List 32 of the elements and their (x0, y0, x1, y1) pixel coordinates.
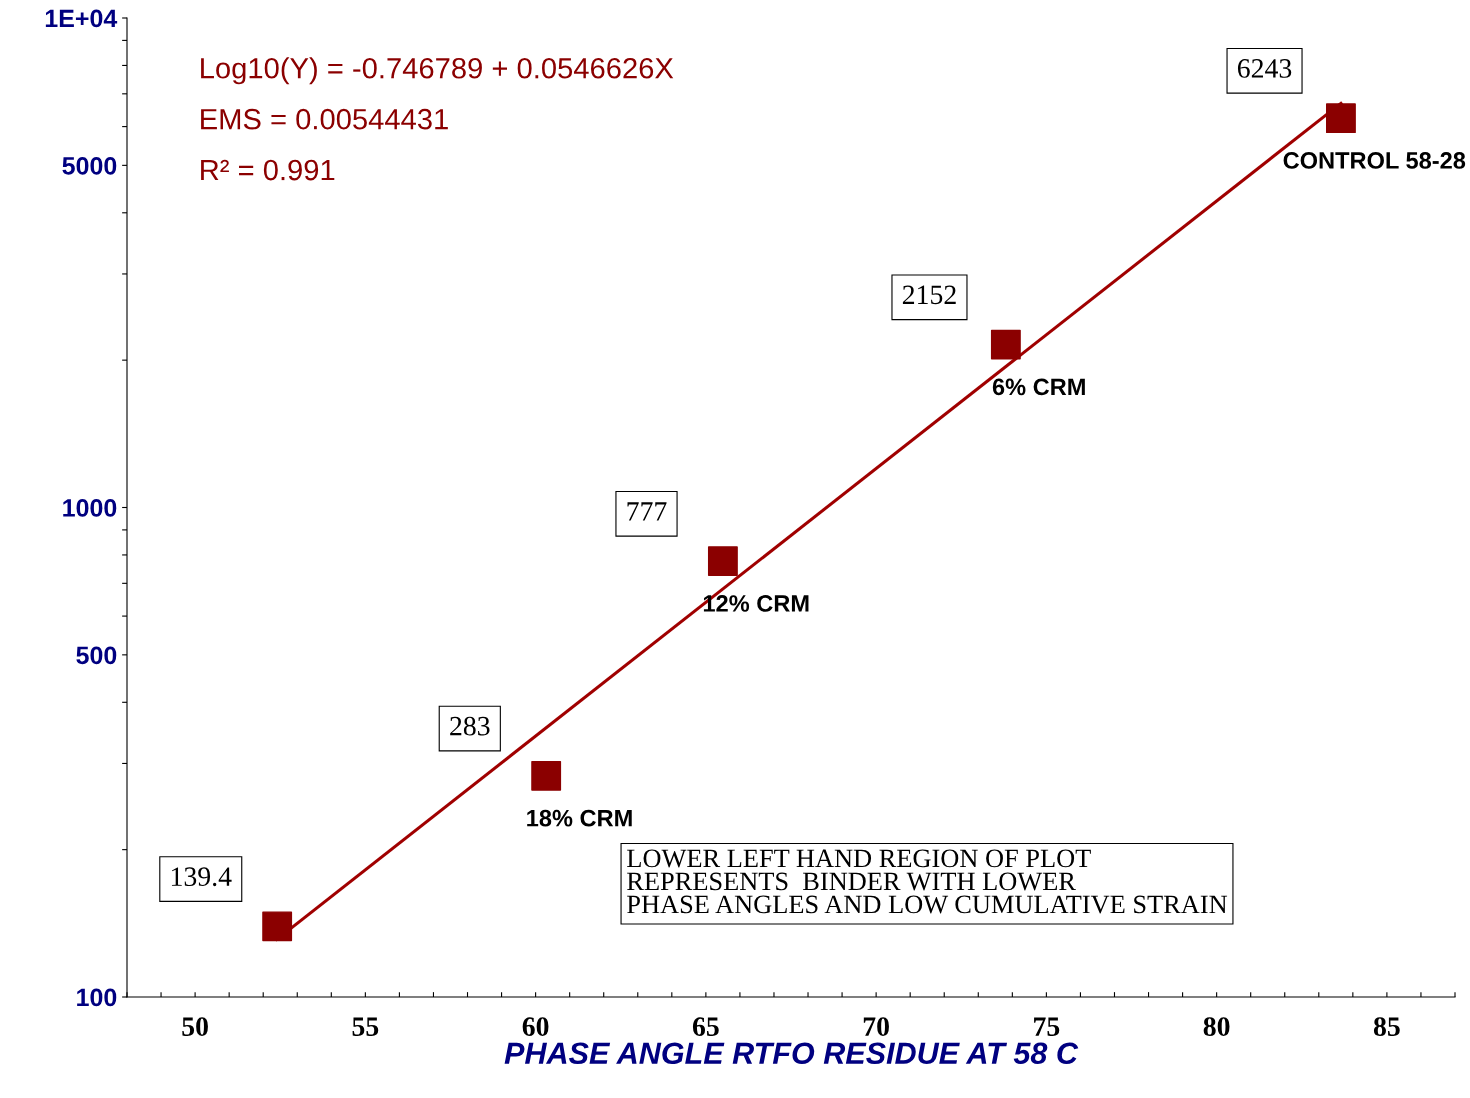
x-tick-label: 55 (352, 1017, 379, 1036)
annotation: LOWER LEFT HAND REGION OF PLOT REPRESENTS BINDER WITH LOWER PHASE ANGLES AND LOW CUMULATIVE STRAIN (627, 849, 1228, 914)
annotation: 12% CRM (703, 595, 809, 612)
point (990, 329, 1021, 360)
annotation: R² = 0.991 (201, 159, 335, 181)
y-tick-label: 5000 (62, 156, 117, 175)
x-tick-label: 65 (692, 1017, 719, 1036)
x-tick-label: 85 (1373, 1017, 1400, 1036)
y-tick-label: 1000 (63, 499, 117, 517)
x-tick-label: 75 (1034, 1017, 1060, 1036)
data-label: 2152 (902, 285, 956, 305)
x-tick-label: 60 (522, 1017, 549, 1036)
annotation: Log10(Y) = -0.746789 + 0.0546626X (201, 57, 674, 85)
annotation: 18% CRM (527, 809, 632, 827)
point (1326, 103, 1356, 134)
point (262, 911, 293, 942)
data-label: 139.4 (171, 867, 232, 887)
annotation: 6% CRM (992, 378, 1085, 396)
x-tick-label: 50 (182, 1017, 208, 1036)
y-tick-label: 100 (77, 988, 117, 1007)
annotation: CONTROL 58-28 (1283, 152, 1466, 169)
data-label: 777 (627, 502, 667, 521)
data-label: 283 (450, 716, 490, 736)
data-label: 6243 (1237, 59, 1292, 78)
annotation: EMS = 0.00544431 (201, 108, 448, 130)
y-tick-label: 1E+04 (45, 9, 118, 28)
x-axis-title: PHASE ANGLE RTFO RESIDUE AT 58 C (504, 1042, 1079, 1065)
x-tick-label: 80 (1203, 1017, 1230, 1036)
point (531, 760, 562, 791)
y-tick-label: 500 (76, 646, 117, 665)
point (707, 546, 738, 577)
x-tick-label: 70 (863, 1017, 889, 1036)
